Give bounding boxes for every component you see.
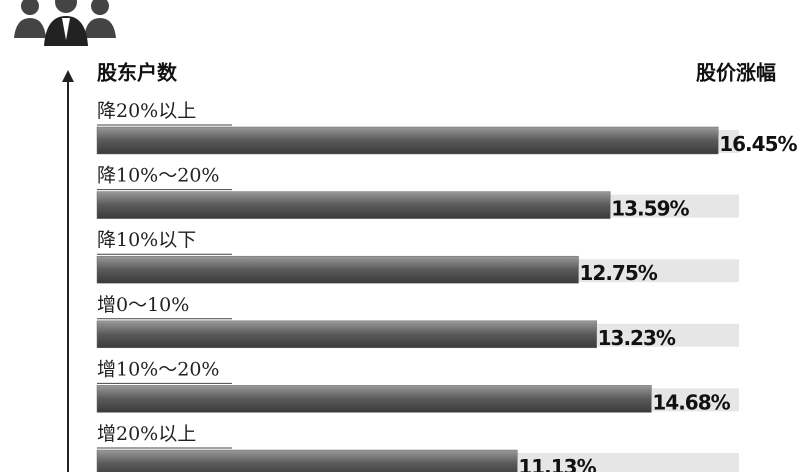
bar [96, 126, 719, 155]
value-label: 12.75% [580, 261, 658, 285]
bar [96, 320, 597, 349]
category-label: 降20%以上 [97, 100, 196, 122]
value-label: 13.59% [611, 197, 689, 221]
bar [96, 191, 611, 219]
bar [96, 385, 652, 413]
value-label: 14.68% [652, 390, 730, 414]
bar [96, 255, 579, 284]
bar [96, 449, 518, 472]
category-label: 增20%以上 [97, 423, 196, 445]
category-label: 降10%～20% [97, 165, 219, 187]
axis-arrow [62, 70, 74, 82]
category-label: 降10%以下 [97, 229, 196, 251]
x-axis-label: 股价涨幅 [696, 61, 776, 85]
value-label: 16.45% [719, 132, 797, 156]
category-label: 增10%～20% [97, 358, 219, 380]
value-label: 13.23% [598, 326, 676, 350]
people-icon [14, 0, 116, 46]
category-label: 增0～10% [97, 294, 189, 316]
y-axis-label: 股东户数 [97, 61, 178, 85]
value-label: 11.13% [518, 455, 596, 472]
